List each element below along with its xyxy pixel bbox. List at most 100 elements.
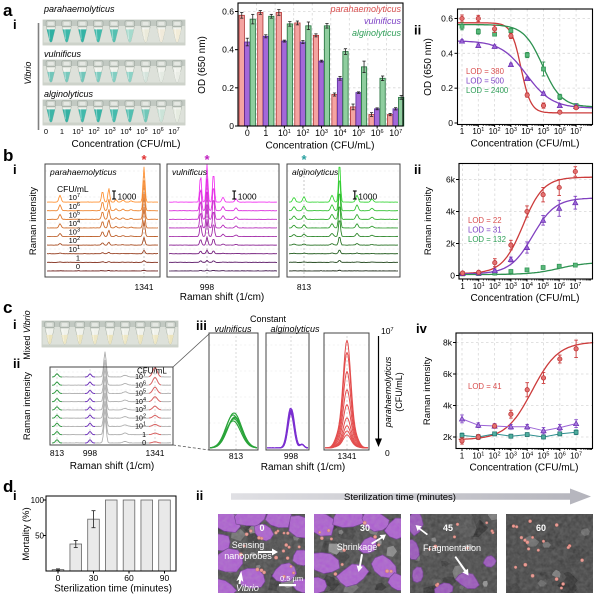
svg-text:ii: ii [414,162,421,177]
svg-text:LOD = 31: LOD = 31 [468,226,502,235]
svg-text:813: 813 [229,451,243,461]
svg-text:60: 60 [536,523,546,533]
svg-text:105: 105 [538,452,550,461]
svg-text:106: 106 [152,127,163,136]
svg-text:0.2: 0.2 [222,83,234,93]
svg-text:Shrinkage: Shrinkage [337,542,378,552]
svg-text:0.4: 0.4 [441,48,453,58]
svg-text:4k: 4k [443,401,453,411]
svg-text:0.4: 0.4 [222,45,234,55]
svg-text:Raman intensity: Raman intensity [422,357,433,425]
svg-text:1: 1 [460,452,465,461]
svg-text:LOD = 41: LOD = 41 [468,382,502,391]
svg-text:Concentration (CFU/mL): Concentration (CFU/mL) [471,293,580,304]
svg-text:103: 103 [315,128,328,138]
svg-text:Concentration (CFU/mL): Concentration (CFU/mL) [470,463,579,474]
svg-text:Mixed Vibrio: Mixed Vibrio [22,310,32,359]
svg-text:103: 103 [505,127,517,136]
svg-text:6k: 6k [443,369,453,379]
svg-text:104: 104 [69,219,80,228]
svg-text:1000: 1000 [238,192,257,202]
svg-text:b: b [3,146,13,165]
svg-text:CFU/mL: CFU/mL [137,367,167,376]
svg-text:107: 107 [570,452,582,461]
svg-text:0: 0 [448,118,453,128]
svg-text:1000: 1000 [118,192,137,202]
svg-text:813: 813 [297,282,311,292]
svg-text:104: 104 [135,397,146,406]
svg-text:8k: 8k [443,338,453,348]
svg-text:104: 104 [521,452,533,461]
svg-text:1: 1 [460,127,465,136]
svg-text:1341: 1341 [146,448,165,458]
svg-text:Concentration (CFU/mL): Concentration (CFU/mL) [471,139,580,150]
svg-text:parahaemolyticus: parahaemolyticus [49,167,117,177]
svg-text:102: 102 [69,236,80,245]
svg-text:104: 104 [521,127,533,136]
svg-text:106: 106 [553,282,565,291]
svg-text:107: 107 [168,127,179,136]
svg-text:0: 0 [44,127,48,136]
svg-text:102: 102 [297,128,310,138]
svg-text:iii: iii [196,318,207,333]
svg-text:0: 0 [450,271,455,281]
svg-text:Constant: Constant [250,314,287,324]
svg-text:106: 106 [135,380,146,389]
svg-text:Raman intensity: Raman intensity [22,372,33,440]
svg-text:30: 30 [89,573,99,583]
svg-text:1: 1 [60,127,64,136]
svg-text:103: 103 [505,452,517,461]
svg-text:105: 105 [537,282,549,291]
svg-text:101: 101 [69,245,80,254]
svg-text:0.2: 0.2 [441,83,453,93]
svg-text:vulnificus: vulnificus [44,49,82,59]
svg-text:101: 101 [278,128,291,138]
svg-text:Raman shift (1/cm): Raman shift (1/cm) [180,292,264,303]
svg-text:vulnificus: vulnificus [364,16,402,26]
svg-text:alginolyticus: alginolyticus [44,89,94,99]
svg-text:102: 102 [489,127,501,136]
svg-text:1: 1 [263,128,268,138]
svg-text:Raman shift (1/cm): Raman shift (1/cm) [261,462,345,473]
svg-text:vulnificus: vulnificus [172,167,208,177]
svg-text:a: a [3,1,13,20]
svg-text:30: 30 [360,523,370,533]
svg-text:2k: 2k [443,432,453,442]
svg-text:alginolyticus: alginolyticus [270,324,320,334]
svg-text:105: 105 [69,210,80,219]
svg-text:1: 1 [76,253,80,262]
svg-text:ii: ii [196,488,203,503]
svg-text:Concentration (CFU/mL): Concentration (CFU/mL) [266,141,375,152]
svg-text:LOD = 132: LOD = 132 [468,235,506,244]
svg-text:107: 107 [569,282,581,291]
svg-text:106: 106 [554,452,566,461]
svg-text:0.6: 0.6 [222,7,234,17]
svg-text:107: 107 [389,128,402,138]
svg-text:2k: 2k [446,239,456,249]
svg-text:103: 103 [505,282,517,291]
svg-text:1000: 1000 [358,192,377,202]
svg-text:107: 107 [69,193,80,202]
svg-text:i: i [13,162,17,177]
svg-text:102: 102 [489,452,501,461]
svg-text:Sensing: Sensing [232,540,265,550]
svg-text:Raman shift (1/cm): Raman shift (1/cm) [70,461,154,472]
svg-text:103: 103 [135,405,146,414]
svg-text:107: 107 [135,372,146,381]
svg-text:0: 0 [56,573,61,583]
svg-text:107: 107 [381,326,394,336]
svg-text:iv: iv [416,321,428,336]
svg-text:i: i [13,317,17,332]
svg-text:106: 106 [554,127,566,136]
svg-text:0.5 µm: 0.5 µm [280,574,303,583]
svg-text:998: 998 [284,451,298,461]
svg-text:*: * [141,152,147,167]
svg-text:998: 998 [83,448,97,458]
svg-text:OD (650 nm): OD (650 nm) [423,38,434,96]
svg-text:0: 0 [229,121,234,131]
svg-text:Mortality (%): Mortality (%) [21,507,32,560]
svg-text:813: 813 [50,448,64,458]
svg-text:104: 104 [334,128,347,138]
svg-text:alginolyticus: alginolyticus [352,28,402,38]
svg-text:103: 103 [104,127,115,136]
